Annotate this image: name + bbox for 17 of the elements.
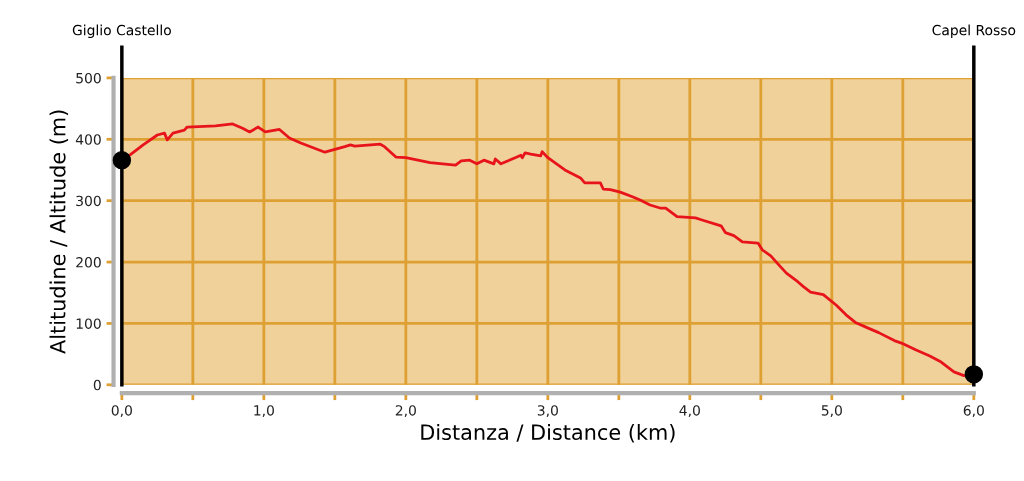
y-tick-label: 500: [76, 72, 101, 84]
x-tick-label: 5,0: [821, 405, 842, 418]
y-tick-label: 300: [76, 195, 101, 207]
x-tick-label: 2,0: [395, 405, 416, 418]
y-tick-label: 200: [76, 257, 101, 268]
x-tick-label: 6,0: [963, 405, 984, 418]
ref-line-label: Giglio Castello: [72, 24, 171, 39]
y-tick-label: 400: [75, 134, 101, 145]
x-tick-label: 1,0: [254, 405, 274, 418]
y-axis-title: Altitudine / Altitude (m): [49, 110, 69, 354]
x-tick-label: 3,0: [537, 405, 558, 418]
x-tick-label: 0,0: [111, 405, 132, 418]
ref-line-label: Capel Rosso: [932, 24, 1016, 39]
x-tick-label: 4,0: [679, 405, 700, 418]
x-axis-title: Distanza / Distance (km): [421, 423, 675, 443]
y-tick-label: 100: [76, 318, 101, 329]
y-tick-label: 0: [93, 379, 101, 391]
